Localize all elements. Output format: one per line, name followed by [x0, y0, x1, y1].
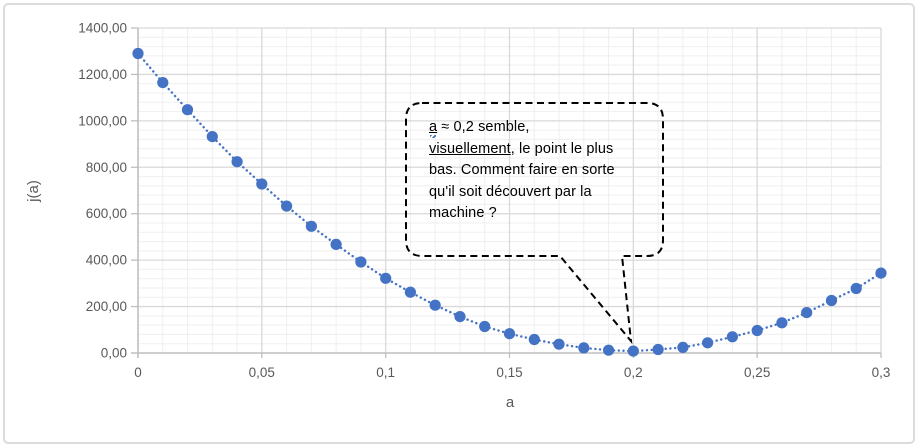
- y-axis-title: j(a): [25, 180, 42, 203]
- data-point: [256, 178, 268, 190]
- callout-line: a ≈ 0,2 semble,: [429, 117, 659, 139]
- data-point: [355, 256, 367, 268]
- y-tick-label: 1000,00: [78, 113, 127, 128]
- data-series: [132, 47, 887, 357]
- y-tick-label: 600,00: [86, 206, 127, 221]
- data-point: [603, 344, 615, 356]
- callout-text-segment: bas. Comment faire en sorte: [429, 162, 615, 179]
- major-gridlines: [138, 27, 882, 353]
- data-point: [305, 220, 317, 232]
- callout-line: qu'il soit découvert par la: [429, 182, 659, 204]
- data-point: [553, 338, 565, 350]
- y-tick-label: 1400,00: [78, 21, 127, 36]
- data-point: [751, 324, 763, 337]
- callout-text-segment: machine ?: [429, 205, 497, 222]
- data-point: [330, 238, 342, 250]
- x-tick-label: 0,05: [249, 365, 275, 380]
- callout-text-segment: qu'il soit découvert par la: [429, 183, 592, 200]
- callout-underlined-text: a: [429, 119, 438, 135]
- data-point: [850, 282, 862, 295]
- callout-line: visuellement, le point le plus: [429, 139, 659, 161]
- data-point: [404, 286, 416, 298]
- data-point: [231, 156, 243, 168]
- y-tick-label: 0,00: [101, 346, 127, 361]
- annotation-callout-text: a ≈ 0,2 semble, visuellement, le point le…: [429, 117, 659, 225]
- data-point: [479, 320, 491, 333]
- data-point: [726, 331, 739, 343]
- callout-underlined-text: visuellement: [429, 140, 511, 157]
- y-tick-label: 1200,00: [78, 67, 127, 82]
- data-point: [875, 267, 887, 279]
- data-point: [528, 333, 540, 346]
- y-tick-label: 400,00: [86, 253, 127, 268]
- callout-text-segment: , le point le plus: [510, 140, 614, 157]
- data-point: [652, 343, 664, 356]
- x-tick-label: 0,25: [744, 365, 770, 380]
- x-axis-title: a: [506, 394, 515, 411]
- data-point: [776, 317, 788, 329]
- data-point: [429, 299, 441, 311]
- data-point: [578, 342, 590, 354]
- data-point: [157, 77, 169, 89]
- callout-text-segment: ≈ 0,2 semble,: [437, 119, 530, 135]
- x-tick-label: 0,2: [624, 365, 643, 380]
- x-tick-label: 0,3: [872, 365, 891, 380]
- x-tick-label: 0: [134, 365, 142, 380]
- data-point: [181, 104, 194, 116]
- axis-labels: 0 0,05 0,1 0,15 0,2 0,25 0,3 0,00 200,00 400,00 60…: [78, 21, 890, 381]
- x-tick-label: 0,1: [376, 365, 395, 380]
- data-point: [627, 345, 639, 357]
- y-tick-label: 200,00: [86, 299, 127, 314]
- data-point: [702, 337, 714, 349]
- callout-line: machine ?: [429, 203, 659, 225]
- data-point: [825, 294, 838, 307]
- x-tick-label: 0,15: [496, 365, 522, 380]
- data-point: [132, 47, 144, 60]
- data-point: [454, 311, 466, 323]
- data-point: [503, 328, 516, 340]
- data-point: [281, 200, 293, 212]
- data-point: [677, 341, 689, 353]
- annotation-callout-outline: [405, 102, 664, 345]
- callout-line: bas. Comment faire en sorte: [429, 160, 659, 182]
- data-point: [206, 131, 218, 143]
- data-point: [380, 272, 392, 284]
- data-point: [801, 307, 813, 319]
- y-tick-label: 800,00: [86, 160, 127, 175]
